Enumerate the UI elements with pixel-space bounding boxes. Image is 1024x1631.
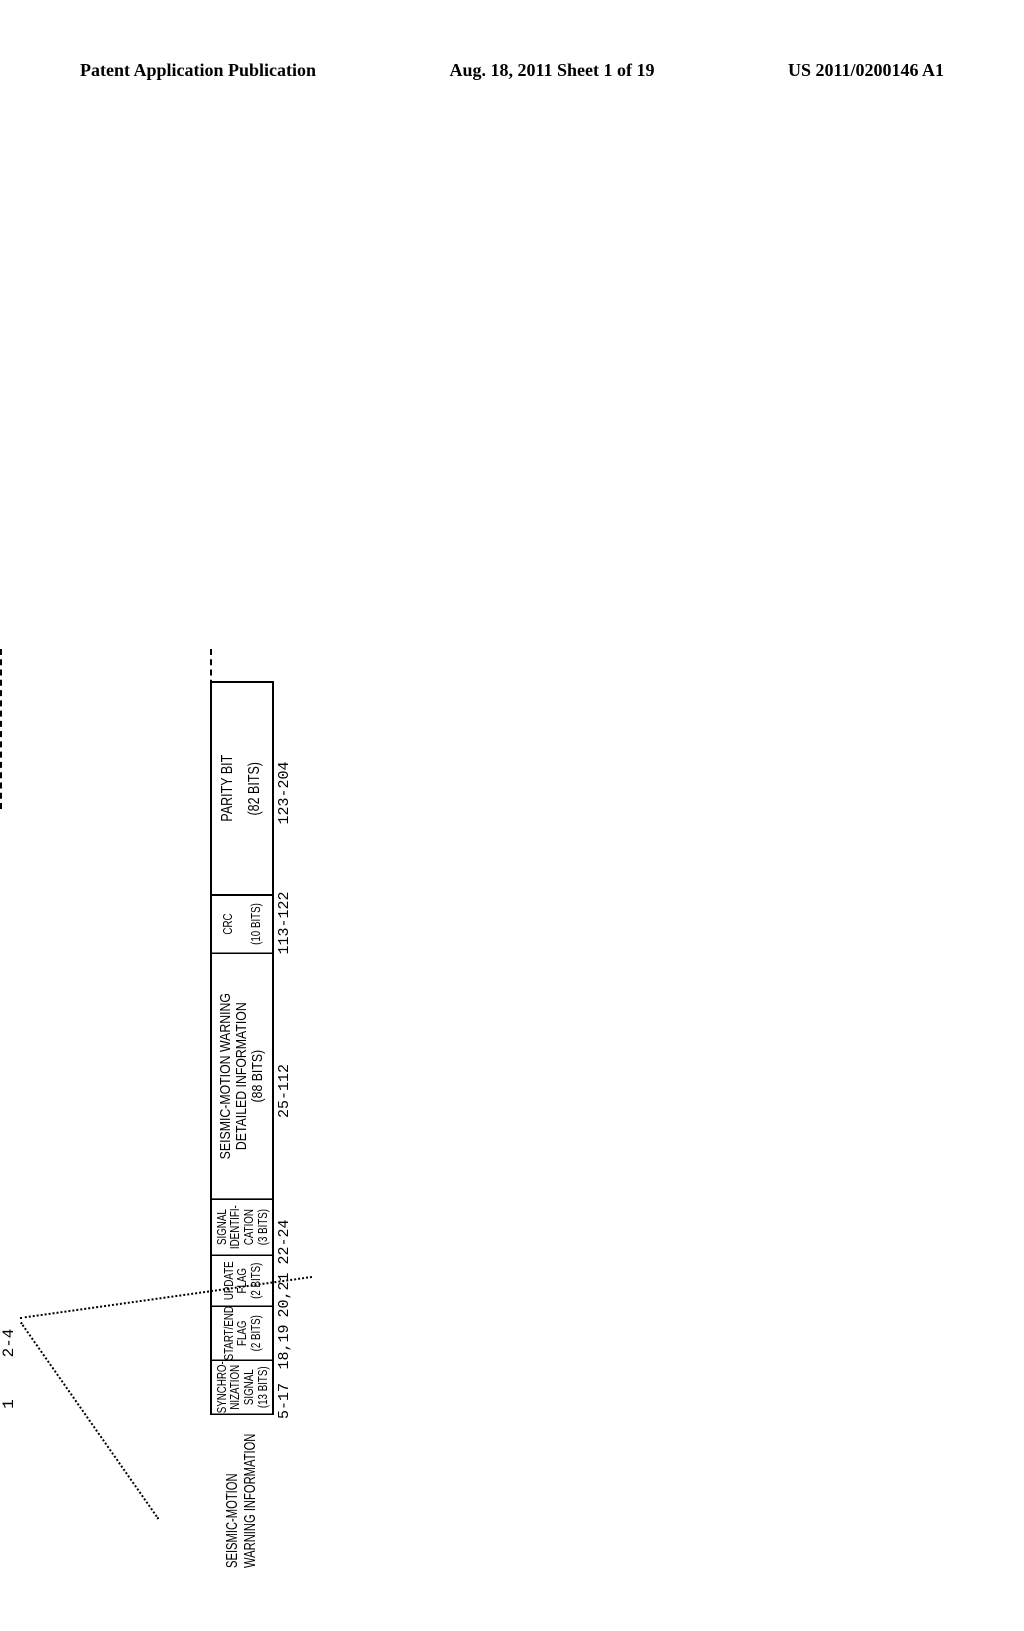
block-text: CRC <box>221 913 235 934</box>
block-text: IDENTIFI- <box>228 1205 242 1249</box>
block-bits: (2 BITS) <box>249 1263 263 1299</box>
bit-label: 22-24 <box>276 1215 293 1269</box>
ac-bit-labels: 1 2-4 <box>0 1309 18 1431</box>
block-text: CATION <box>242 1209 256 1245</box>
block-bits: (88 BITS) <box>250 1050 266 1103</box>
block-bits: (13 BITS) <box>256 1366 270 1408</box>
block-text: START/END <box>222 1306 236 1360</box>
block-text: UPDATE <box>222 1261 236 1300</box>
header-center: Aug. 18, 2011 Sheet 1 of 19 <box>449 60 654 81</box>
bit-label: 25-112 <box>276 967 293 1215</box>
block-text: FLAG <box>235 1268 249 1293</box>
bit-label: 18,19 <box>276 1321 293 1373</box>
bit-label: 20,21 <box>276 1269 293 1321</box>
seismic-block-sync: SYNCHRO- NIZATION SIGNAL (13 BITS) <box>210 1361 274 1415</box>
dash-line <box>0 649 2 809</box>
block-bits: (3 BITS) <box>256 1209 270 1245</box>
block-text: SIGNAL <box>242 1369 256 1405</box>
seismic-block-detailed: SEISMIC-MOTION WARNING DETAILED INFORMAT… <box>210 954 274 1200</box>
block-text: DETAILED INFORMATION <box>234 1002 250 1150</box>
block-text: FLAG <box>235 1321 249 1346</box>
block-text: SEISMIC-MOTION WARNING <box>218 993 234 1159</box>
seismic-block-startend: START/END FLAG (2 BITS) <box>210 1307 274 1361</box>
seismic-block-crc: CRC (10 BITS) <box>210 896 274 955</box>
seismic-block-parity: PARITY BIT (82 BITS) <box>210 681 274 896</box>
bit-label: 123-204 <box>276 707 293 879</box>
block-text: NIZATION <box>228 1365 242 1410</box>
seismic-block-group: SYNCHRO- NIZATION SIGNAL (13 BITS) START… <box>210 681 274 1415</box>
seismic-bit-labels: 5-17 18,19 20,21 22-24 25-112 113-122 12… <box>276 707 293 1429</box>
header-right: US 2011/0200146 A1 <box>788 60 944 81</box>
seismic-block-update: UPDATE FLAG (2 BITS) <box>210 1256 274 1307</box>
block-text: SIGNAL <box>215 1209 229 1245</box>
dash-line <box>20 1322 159 1520</box>
bit-label: 5-17 <box>276 1373 293 1429</box>
seismic-row-label: SEISMIC-MOTION WARNING INFORMATION <box>224 1421 259 1568</box>
bit-label: 2-4 <box>0 1309 18 1377</box>
header-left: Patent Application Publication <box>80 60 316 81</box>
page-header: Patent Application Publication Aug. 18, … <box>80 60 944 81</box>
seismic-block-signalid: SIGNAL IDENTIFI- CATION (3 BITS) <box>210 1200 274 1256</box>
block-text: SYNCHRO- <box>215 1361 229 1413</box>
bit-label: 113-122 <box>276 879 293 967</box>
seismic-row: SEISMIC-MOTION WARNING INFORMATION SYNCH… <box>210 681 274 1631</box>
bit-label: 1 <box>0 1377 18 1431</box>
block-bits: (82 BITS) <box>247 762 264 815</box>
block-bits: (10 BITS) <box>249 903 263 945</box>
label-line: WARNING INFORMATION <box>242 1434 259 1568</box>
block-text: PARITY BIT <box>220 755 237 822</box>
label-line: SEISMIC-MOTION <box>224 1473 241 1568</box>
page: Patent Application Publication Aug. 18, … <box>0 0 1024 1161</box>
rotated-content: FIG.1 AC SIGNAL REFERENCE SIGNAL (1 BIT)… <box>0 651 780 1551</box>
block-bits: (2 BITS) <box>249 1315 263 1351</box>
